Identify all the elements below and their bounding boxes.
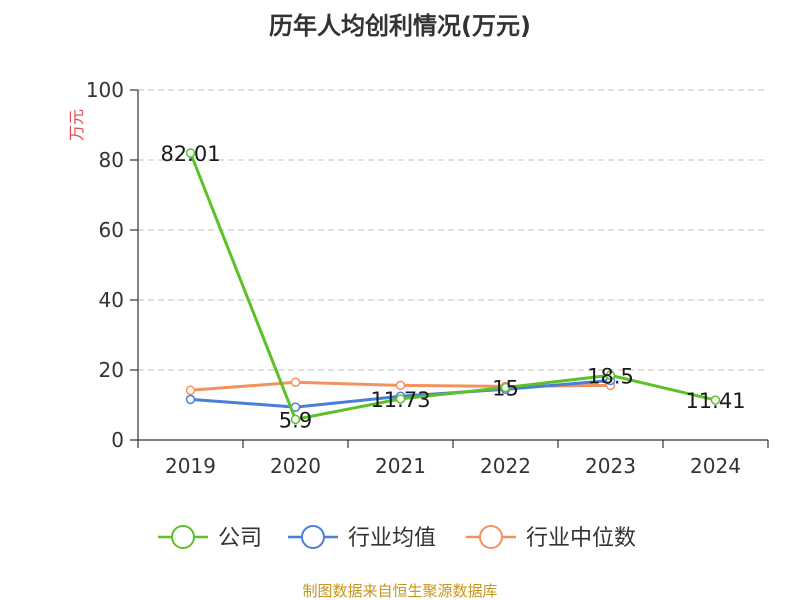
- x-tick-label: 2023: [585, 454, 636, 478]
- legend-marker: [301, 525, 325, 549]
- x-tick-label: 2021: [375, 454, 426, 478]
- data-label: 15: [492, 377, 519, 401]
- data-label: 82.01: [160, 142, 220, 166]
- y-tick-label: 80: [99, 148, 124, 172]
- y-tick-label: 0: [111, 428, 124, 452]
- legend-item: 行业均值: [288, 525, 436, 551]
- data-point: [185, 394, 196, 405]
- y-tick-label: 60: [99, 218, 124, 242]
- data-point: [710, 395, 721, 405]
- data-point: [290, 377, 301, 387]
- grid-lines: [138, 89, 768, 371]
- data-point: [290, 414, 301, 425]
- legend-marker: [479, 525, 503, 549]
- legend-label: 行业中位数: [526, 526, 636, 551]
- data-label: 11.73: [370, 388, 430, 412]
- data-point: [500, 382, 511, 393]
- legend-item: 行业中位数: [466, 525, 636, 551]
- chart-title: 历年人均创利情况(万元): [269, 12, 531, 40]
- data-label: 18.5: [587, 364, 634, 388]
- source-note: 制图数据来自恒生聚源数据库: [302, 582, 497, 600]
- y-tick-label: 40: [99, 288, 124, 312]
- data-label: 11.41: [685, 389, 745, 413]
- x-tick-label: 2024: [690, 454, 741, 478]
- y-tick-label: 20: [99, 358, 124, 382]
- x-tick-label: 2019: [165, 454, 216, 478]
- data-point: [185, 385, 196, 396]
- x-tick-label: 2020: [270, 454, 321, 478]
- data-point: [395, 394, 406, 404]
- data-point: [605, 370, 616, 380]
- legend: 公司 行业均值 行业中位数: [158, 525, 636, 551]
- y-tick-label: 100: [86, 78, 124, 102]
- data-label: 5.9: [279, 408, 312, 432]
- legend-marker: [171, 525, 195, 549]
- series-lines: [185, 148, 721, 425]
- series-line: [189, 152, 716, 421]
- x-tick-label: 2022: [480, 454, 531, 478]
- legend-item: 公司: [158, 525, 262, 551]
- data-labels: 82.01 5.9 11.73 15 18.5 11.41: [160, 142, 745, 432]
- data-point: [395, 380, 406, 391]
- legend-label: 公司: [218, 526, 262, 551]
- axes: 0 20 40 60 80 100 2019 2020 2021 2022 2023 2024: [86, 78, 769, 478]
- data-point: [185, 148, 196, 158]
- legend-label: 行业均值: [348, 526, 436, 551]
- y-axis-unit-label: 万元: [67, 109, 86, 141]
